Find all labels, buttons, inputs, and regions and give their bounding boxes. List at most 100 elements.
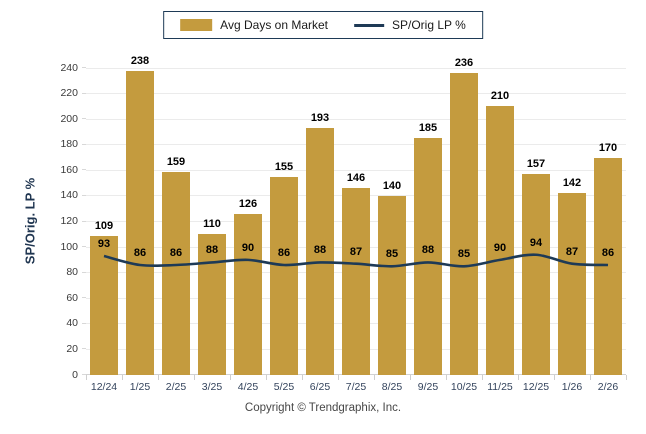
x-tick-mark — [122, 375, 123, 380]
y-tick-mark — [82, 169, 86, 171]
line-value-label: 90 — [241, 241, 255, 254]
bar-value-label: 146 — [346, 172, 366, 185]
x-tick-label: 5/25 — [273, 381, 295, 393]
y-tick-label: 80 — [66, 266, 78, 279]
bar-avg-days — [522, 174, 550, 375]
x-tick-mark — [626, 375, 627, 380]
y-tick-mark — [82, 374, 86, 375]
x-tick-mark — [410, 375, 411, 380]
y-tick-label: 100 — [60, 240, 78, 253]
bar-value-label: 157 — [526, 158, 546, 171]
bar-value-label: 193 — [310, 112, 330, 125]
y-tick-label: 240 — [60, 61, 78, 74]
x-tick-mark — [338, 375, 339, 380]
x-tick-label: 10/25 — [450, 381, 478, 393]
x-tick-mark — [446, 375, 447, 380]
bar-swatch-icon — [180, 19, 213, 31]
y-tick-label: 160 — [60, 163, 78, 176]
y-tick-label: 140 — [60, 189, 78, 202]
legend: Avg Days on Market SP/Orig LP % — [163, 11, 483, 39]
x-tick-mark — [518, 375, 519, 380]
y-tick-label: 200 — [60, 112, 78, 125]
gridline — [86, 93, 626, 95]
y-tick-label: 60 — [66, 291, 78, 304]
y-tick-mark — [82, 67, 86, 68]
y-tick-mark — [82, 143, 86, 145]
line-value-label: 94 — [529, 236, 543, 249]
x-tick-label: 2/25 — [165, 381, 187, 393]
line-value-label: 86 — [601, 247, 615, 259]
line-value-label: 87 — [565, 245, 579, 258]
bar-value-label: 126 — [238, 197, 258, 210]
bar-avg-days — [198, 234, 226, 375]
sp-orig-lp-line — [103, 253, 609, 268]
legend-line-label: SP/Orig LP % — [392, 18, 466, 32]
bar-avg-days — [594, 157, 622, 375]
x-tick-mark — [158, 375, 159, 380]
bar-avg-days — [306, 128, 334, 375]
x-tick-mark — [194, 375, 195, 380]
x-tick-label: 1/25 — [129, 381, 151, 393]
bar-avg-days — [486, 106, 514, 375]
bar-avg-days — [414, 138, 442, 375]
bar-value-label: 142 — [562, 177, 582, 190]
line-value-label: 88 — [313, 244, 327, 257]
copyright-text: Copyright © Trendgraphix, Inc. — [244, 402, 402, 414]
y-tick-label: 40 — [66, 317, 78, 330]
x-tick-mark — [554, 375, 555, 380]
x-tick-mark — [302, 375, 303, 380]
y-tick-label: 180 — [60, 138, 78, 151]
line-value-label: 93 — [97, 238, 111, 251]
bar-avg-days — [378, 195, 406, 375]
x-tick-label: 11/25 — [487, 381, 513, 393]
x-tick-label: 12/24 — [90, 381, 118, 393]
gridline — [86, 67, 626, 69]
bar-value-label: 185 — [418, 122, 438, 135]
line-swatch-icon — [354, 23, 385, 27]
x-tick-mark — [86, 375, 87, 380]
line-value-label: 85 — [385, 248, 399, 261]
line-value-label: 86 — [133, 247, 147, 259]
x-tick-mark — [374, 375, 375, 380]
bar-value-label: 110 — [203, 218, 221, 231]
line-value-label: 86 — [169, 247, 183, 259]
y-tick-mark — [82, 348, 86, 350]
y-tick-label: 0 — [72, 368, 78, 381]
line-value-label: 90 — [493, 241, 507, 254]
y-tick-mark — [82, 118, 86, 120]
y-tick-mark — [82, 271, 86, 273]
gridline — [86, 118, 626, 120]
x-tick-label: 4/25 — [237, 381, 259, 393]
line-value-label: 86 — [277, 247, 291, 259]
bar-value-label: 155 — [274, 160, 294, 173]
y-tick-mark — [82, 246, 86, 248]
y-tick-label: 220 — [60, 87, 78, 100]
y-tick-mark — [82, 297, 86, 299]
y-tick-mark — [82, 220, 86, 222]
bar-avg-days — [162, 171, 190, 375]
legend-item-line: SP/Orig LP % — [354, 18, 466, 32]
x-tick-label: 6/25 — [309, 381, 331, 393]
bar-value-label: 236 — [454, 57, 474, 70]
bar-avg-days — [126, 70, 154, 375]
x-tick-label: 3/25 — [201, 381, 223, 393]
y-tick-mark — [82, 92, 86, 94]
x-tick-label: 2/26 — [597, 381, 619, 393]
bar-value-label: 140 — [382, 179, 402, 192]
gridline — [86, 144, 626, 146]
line-value-label: 85 — [457, 248, 471, 261]
x-tick-mark — [482, 375, 483, 380]
bar-avg-days — [558, 193, 586, 375]
line-path — [103, 253, 609, 268]
bar-avg-days — [234, 213, 262, 375]
line-value-label: 88 — [205, 244, 219, 257]
x-tick-label: 1/26 — [561, 381, 583, 393]
x-tick-label: 7/25 — [345, 381, 367, 393]
bar-value-label: 238 — [130, 54, 150, 67]
legend-item-bar: Avg Days on Market — [180, 18, 328, 32]
bar-avg-days — [342, 188, 370, 375]
plot-area: 109 238 159 110 126 155 193 146 140 185 236 210 157 1… — [82, 55, 627, 380]
gridline — [86, 169, 626, 171]
x-tick-mark — [266, 375, 267, 380]
